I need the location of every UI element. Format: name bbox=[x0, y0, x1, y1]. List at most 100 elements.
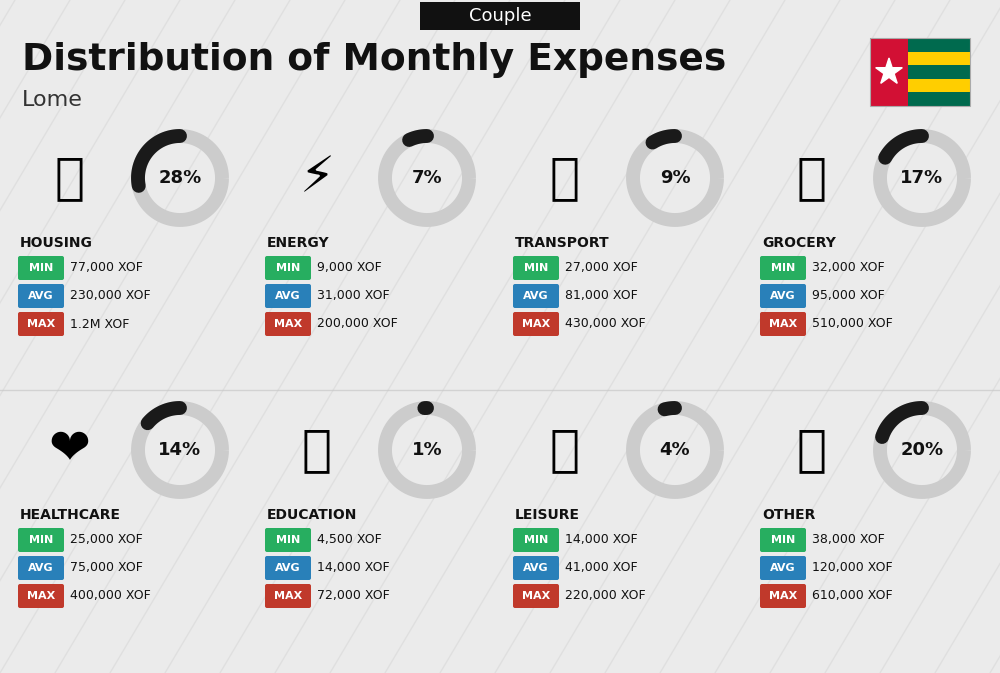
FancyBboxPatch shape bbox=[18, 284, 64, 308]
Text: 20%: 20% bbox=[900, 441, 944, 459]
FancyBboxPatch shape bbox=[513, 528, 559, 552]
Text: AVG: AVG bbox=[28, 291, 54, 301]
Text: 32,000 XOF: 32,000 XOF bbox=[812, 262, 885, 275]
Text: 41,000 XOF: 41,000 XOF bbox=[565, 561, 638, 575]
Text: 25,000 XOF: 25,000 XOF bbox=[70, 534, 143, 546]
FancyBboxPatch shape bbox=[265, 284, 311, 308]
Text: MIN: MIN bbox=[524, 263, 548, 273]
Text: 31,000 XOF: 31,000 XOF bbox=[317, 289, 390, 302]
FancyBboxPatch shape bbox=[760, 528, 806, 552]
Text: MAX: MAX bbox=[769, 319, 797, 329]
Text: MAX: MAX bbox=[27, 591, 55, 601]
Text: 🛍️: 🛍️ bbox=[550, 426, 580, 474]
FancyBboxPatch shape bbox=[18, 556, 64, 580]
Text: 17%: 17% bbox=[900, 169, 944, 187]
FancyBboxPatch shape bbox=[513, 256, 559, 280]
FancyBboxPatch shape bbox=[870, 79, 970, 92]
Text: AVG: AVG bbox=[770, 563, 796, 573]
Text: Couple: Couple bbox=[469, 7, 531, 25]
FancyBboxPatch shape bbox=[760, 556, 806, 580]
FancyBboxPatch shape bbox=[870, 52, 970, 65]
Text: 🎓: 🎓 bbox=[302, 426, 332, 474]
Text: Distribution of Monthly Expenses: Distribution of Monthly Expenses bbox=[22, 42, 726, 78]
FancyBboxPatch shape bbox=[760, 584, 806, 608]
Text: 7%: 7% bbox=[412, 169, 442, 187]
Text: 27,000 XOF: 27,000 XOF bbox=[565, 262, 638, 275]
Text: EDUCATION: EDUCATION bbox=[267, 508, 357, 522]
Text: 🚌: 🚌 bbox=[550, 154, 580, 202]
Text: ENERGY: ENERGY bbox=[267, 236, 330, 250]
Text: 38,000 XOF: 38,000 XOF bbox=[812, 534, 885, 546]
Text: 🏗️: 🏗️ bbox=[55, 154, 85, 202]
Text: MIN: MIN bbox=[771, 535, 795, 545]
Text: AVG: AVG bbox=[28, 563, 54, 573]
Text: MIN: MIN bbox=[276, 535, 300, 545]
FancyBboxPatch shape bbox=[513, 312, 559, 336]
Text: GROCERY: GROCERY bbox=[762, 236, 836, 250]
Text: 200,000 XOF: 200,000 XOF bbox=[317, 318, 398, 330]
FancyBboxPatch shape bbox=[265, 256, 311, 280]
Text: MIN: MIN bbox=[29, 535, 53, 545]
Text: MIN: MIN bbox=[276, 263, 300, 273]
FancyBboxPatch shape bbox=[513, 556, 559, 580]
Text: HEALTHCARE: HEALTHCARE bbox=[20, 508, 121, 522]
Text: MAX: MAX bbox=[27, 319, 55, 329]
Text: 1%: 1% bbox=[412, 441, 442, 459]
FancyBboxPatch shape bbox=[265, 584, 311, 608]
Text: AVG: AVG bbox=[275, 291, 301, 301]
Text: 9%: 9% bbox=[660, 169, 690, 187]
Text: MIN: MIN bbox=[771, 263, 795, 273]
Text: MAX: MAX bbox=[522, 319, 550, 329]
Text: 28%: 28% bbox=[158, 169, 202, 187]
Text: 9,000 XOF: 9,000 XOF bbox=[317, 262, 382, 275]
Text: MAX: MAX bbox=[769, 591, 797, 601]
Text: 🛒: 🛒 bbox=[797, 154, 827, 202]
FancyBboxPatch shape bbox=[870, 38, 970, 52]
Text: MAX: MAX bbox=[274, 319, 302, 329]
Text: AVG: AVG bbox=[523, 291, 549, 301]
FancyBboxPatch shape bbox=[870, 65, 970, 79]
FancyBboxPatch shape bbox=[870, 92, 970, 106]
Text: 72,000 XOF: 72,000 XOF bbox=[317, 590, 390, 602]
Text: HOUSING: HOUSING bbox=[20, 236, 93, 250]
FancyBboxPatch shape bbox=[18, 312, 64, 336]
Text: 430,000 XOF: 430,000 XOF bbox=[565, 318, 646, 330]
Text: 95,000 XOF: 95,000 XOF bbox=[812, 289, 885, 302]
Text: AVG: AVG bbox=[770, 291, 796, 301]
Text: AVG: AVG bbox=[275, 563, 301, 573]
Text: 4,500 XOF: 4,500 XOF bbox=[317, 534, 382, 546]
Text: MIN: MIN bbox=[524, 535, 548, 545]
Text: TRANSPORT: TRANSPORT bbox=[515, 236, 610, 250]
Text: 75,000 XOF: 75,000 XOF bbox=[70, 561, 143, 575]
Text: 220,000 XOF: 220,000 XOF bbox=[565, 590, 646, 602]
Text: LEISURE: LEISURE bbox=[515, 508, 580, 522]
Text: MIN: MIN bbox=[29, 263, 53, 273]
Text: 77,000 XOF: 77,000 XOF bbox=[70, 262, 143, 275]
Text: 400,000 XOF: 400,000 XOF bbox=[70, 590, 151, 602]
Text: 4%: 4% bbox=[660, 441, 690, 459]
Text: 510,000 XOF: 510,000 XOF bbox=[812, 318, 893, 330]
FancyBboxPatch shape bbox=[870, 38, 908, 106]
FancyBboxPatch shape bbox=[265, 556, 311, 580]
FancyBboxPatch shape bbox=[513, 284, 559, 308]
FancyBboxPatch shape bbox=[18, 584, 64, 608]
FancyBboxPatch shape bbox=[265, 528, 311, 552]
FancyBboxPatch shape bbox=[18, 256, 64, 280]
Text: OTHER: OTHER bbox=[762, 508, 815, 522]
Text: MAX: MAX bbox=[274, 591, 302, 601]
FancyBboxPatch shape bbox=[513, 584, 559, 608]
Text: 120,000 XOF: 120,000 XOF bbox=[812, 561, 893, 575]
Text: 1.2M XOF: 1.2M XOF bbox=[70, 318, 129, 330]
Text: ❤️: ❤️ bbox=[49, 426, 91, 474]
Text: 14,000 XOF: 14,000 XOF bbox=[317, 561, 390, 575]
Text: 💰: 💰 bbox=[797, 426, 827, 474]
Text: 81,000 XOF: 81,000 XOF bbox=[565, 289, 638, 302]
Text: Lome: Lome bbox=[22, 90, 83, 110]
FancyBboxPatch shape bbox=[760, 284, 806, 308]
Text: AVG: AVG bbox=[523, 563, 549, 573]
Text: 14%: 14% bbox=[158, 441, 202, 459]
FancyBboxPatch shape bbox=[18, 528, 64, 552]
Polygon shape bbox=[876, 58, 902, 83]
FancyBboxPatch shape bbox=[265, 312, 311, 336]
Text: 230,000 XOF: 230,000 XOF bbox=[70, 289, 151, 302]
